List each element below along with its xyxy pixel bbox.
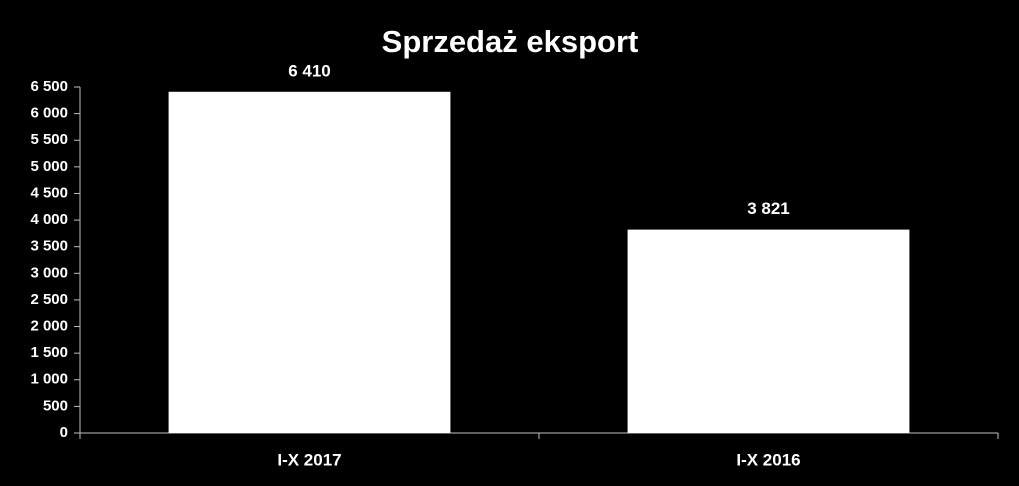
- y-tick-label: 2 500: [30, 291, 68, 308]
- y-tick-label: 3 500: [30, 238, 68, 255]
- y-tick-label: 6 500: [30, 78, 68, 95]
- y-tick-label: 3 000: [30, 264, 68, 281]
- value-label: 6 410: [288, 61, 331, 80]
- x-tick-label: I-X 2017: [277, 450, 341, 469]
- x-tick-label: I-X 2016: [736, 450, 800, 469]
- y-tick-label: 500: [43, 397, 68, 414]
- y-tick-label: 1 000: [30, 371, 68, 388]
- chart-title: Sprzedaż eksport: [382, 24, 639, 59]
- y-tick-label: 6 000: [30, 105, 68, 122]
- y-tick-label: 2 000: [30, 318, 68, 335]
- y-tick-label: 5 500: [30, 131, 68, 148]
- y-tick-label: 1 500: [30, 344, 68, 361]
- bar: [168, 91, 451, 433]
- y-tick-label: 4 000: [30, 211, 68, 228]
- y-tick-label: 0: [60, 424, 68, 441]
- value-label: 3 821: [747, 199, 790, 218]
- bar: [627, 229, 910, 433]
- y-tick-label: 4 500: [30, 184, 68, 201]
- y-tick-label: 5 000: [30, 158, 68, 175]
